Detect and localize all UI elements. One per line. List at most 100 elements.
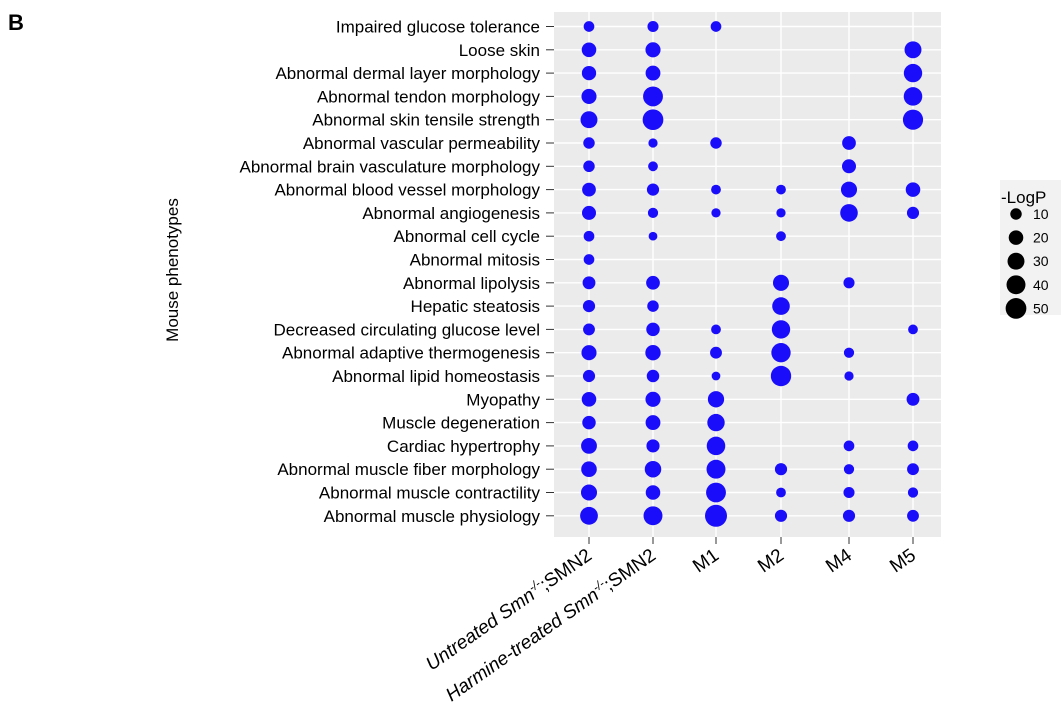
legend-label: 30 (1033, 253, 1049, 269)
x-tick-label: M1 (689, 545, 723, 577)
data-point (776, 208, 786, 218)
y-tick-label: Abnormal tendon morphology (317, 87, 541, 106)
data-point (707, 413, 725, 432)
data-point (583, 137, 595, 149)
data-point (645, 415, 661, 431)
x-tick-label: M5 (886, 545, 920, 577)
data-point (648, 138, 658, 148)
size-legend: -LogP 10 20 30 40 50 (1000, 180, 1061, 319)
y-tick-label: Abnormal muscle fiber morphology (277, 460, 540, 479)
legend-key (1006, 275, 1026, 295)
y-tick-label: Abnormal mitosis (410, 251, 540, 270)
y-tick-label: Decreased circulating glucose level (274, 320, 540, 339)
data-point (582, 415, 596, 430)
data-point (581, 205, 597, 220)
data-point (903, 63, 923, 83)
data-point (582, 182, 596, 197)
data-point (776, 184, 786, 195)
data-point (903, 87, 923, 106)
data-point (646, 439, 660, 453)
data-point (642, 109, 664, 131)
data-point (776, 231, 786, 242)
y-tick-label: Abnormal adaptive thermogenesis (282, 344, 540, 363)
data-point (843, 464, 855, 475)
data-point (710, 21, 722, 32)
data-point (707, 391, 725, 408)
data-point (840, 204, 858, 222)
data-point (907, 440, 919, 452)
data-point (771, 320, 791, 339)
data-point (711, 184, 721, 195)
legend-key (1007, 252, 1025, 270)
data-point (843, 277, 855, 289)
data-point (581, 461, 597, 477)
data-point (647, 207, 659, 219)
data-point (705, 504, 727, 527)
data-point (908, 324, 918, 335)
data-point (648, 161, 658, 172)
data-point (906, 392, 920, 406)
data-point (580, 506, 598, 525)
y-tick-label: Muscle degeneration (382, 414, 540, 433)
data-point (581, 345, 597, 361)
data-point (711, 208, 721, 218)
legend-key (1005, 298, 1027, 319)
data-point (706, 459, 726, 479)
y-tick-label: Abnormal lipid homeostasis (332, 367, 540, 386)
data-point (583, 230, 595, 242)
y-tick-label: Abnormal muscle physiology (324, 507, 541, 526)
data-point (706, 482, 726, 503)
legend-label: 50 (1033, 300, 1049, 316)
data-point (907, 509, 919, 522)
y-tick-labels: Impaired glucose tolerance Loose skin Abno… (240, 18, 554, 526)
data-point (581, 65, 597, 81)
data-point (581, 392, 597, 407)
y-tick-label: Myopathy (466, 390, 540, 409)
data-point (646, 369, 660, 383)
data-point (907, 487, 919, 498)
data-point (644, 460, 662, 478)
y-axis-title: Mouse phenotypes (163, 198, 182, 342)
legend-label: 40 (1033, 277, 1049, 293)
y-tick-label: Abnormal vascular permeability (303, 134, 541, 153)
legend-label: 10 (1033, 206, 1049, 222)
data-point (647, 20, 659, 33)
y-tick-label: Abnormal brain vasculature morphology (240, 157, 541, 176)
plot-panel (554, 12, 941, 537)
legend-key (1008, 230, 1024, 245)
data-point (643, 506, 663, 526)
y-tick-label: Abnormal angiogenesis (362, 204, 540, 223)
data-point (774, 463, 788, 476)
data-point (645, 42, 661, 58)
y-tick-label: Cardiac hypertrophy (387, 437, 541, 456)
data-point (843, 347, 855, 358)
data-point (843, 440, 855, 452)
data-point (645, 391, 661, 407)
data-point (906, 206, 920, 219)
data-point (771, 343, 791, 363)
data-point (841, 159, 857, 174)
x-tick-label: M2 (754, 545, 788, 577)
data-point (706, 436, 726, 456)
data-point (647, 300, 659, 312)
data-point (770, 365, 792, 387)
data-point (581, 42, 597, 58)
data-point (843, 486, 855, 499)
y-tick-label: Abnormal blood vessel morphology (274, 181, 540, 200)
data-points (580, 20, 924, 527)
data-point (646, 275, 660, 290)
data-point (842, 509, 856, 522)
data-point (844, 371, 854, 381)
data-point (581, 437, 597, 454)
data-point (583, 254, 595, 265)
panel-letter: B (8, 10, 24, 35)
data-point (581, 88, 597, 104)
y-tick-label: Loose skin (459, 41, 540, 60)
y-tick-label: Abnormal cell cycle (394, 227, 540, 246)
data-point (582, 369, 596, 383)
y-tick-label: Abnormal skin tensile strength (312, 111, 540, 130)
data-point (905, 182, 921, 197)
data-point (772, 274, 790, 291)
y-tick-label: Impaired glucose tolerance (336, 18, 540, 37)
data-point (710, 137, 722, 149)
